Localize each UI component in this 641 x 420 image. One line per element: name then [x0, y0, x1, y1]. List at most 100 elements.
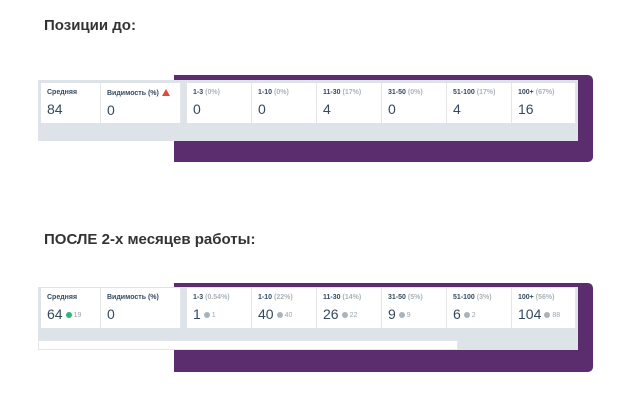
stat-value-row: 64 19 [47, 306, 100, 322]
stat-share: (67%) [535, 89, 555, 96]
stat-label-row: 51-100 (17%) [453, 89, 511, 96]
stat-label: 1-10 [258, 89, 273, 96]
stat-value-row: 0 [258, 101, 316, 117]
delta-value: 40 [284, 312, 293, 319]
stat-cell: 1-10 (0%) 0 [252, 83, 317, 123]
stat-label: 51-100 [453, 294, 475, 301]
stat-value: 9 [388, 306, 396, 322]
delta-icon [276, 312, 283, 318]
stat-value-row: 0 [107, 102, 180, 118]
stat-value-row: 4 [453, 101, 511, 117]
stat-delta: 22 [341, 312, 358, 319]
stat-label: 31-50 [388, 294, 406, 301]
stat-value-row: 40 40 [258, 306, 316, 322]
delta-icon [544, 312, 551, 318]
delta-value: 2 [471, 312, 476, 319]
stat-label: 11-30 [323, 294, 341, 301]
stat-label-row: Средняя [47, 294, 100, 301]
stat-label: 100+ [518, 89, 534, 96]
stat-label: 1-3 [193, 89, 204, 96]
stat-label-row: 1-10 (22%) [258, 294, 316, 301]
stat-label: 1-3 [193, 294, 204, 301]
stat-value: 0 [107, 306, 115, 322]
stat-cell: 31-50 (0%) 0 [382, 83, 447, 123]
stat-cell: 51-100 (17%) 4 [447, 83, 512, 123]
delta-icon [341, 312, 348, 318]
delta-value: 22 [349, 312, 358, 319]
stat-value-row: 84 [47, 101, 100, 117]
stat-label: Средняя [47, 89, 78, 96]
stat-value-row: 0 [388, 101, 446, 117]
stat-label-row: 100+ (67%) [518, 89, 575, 96]
stat-cell: Видимость (%) 0 [101, 288, 181, 328]
stat-value-row: 0 [193, 101, 251, 117]
stat-share: (0%) [205, 89, 220, 96]
delta-icon [65, 312, 72, 318]
stat-share: (22%) [274, 294, 293, 301]
section-title: ПОСЛЕ 2-х месяцев работы: [44, 231, 256, 248]
stat-value: 4 [323, 101, 331, 117]
stat-share: (5%) [407, 294, 423, 301]
stat-cell: Видимость (%) 0 [101, 83, 181, 123]
stat-label-row: 11-30 (14%) [323, 294, 381, 301]
delta-icon [203, 312, 210, 318]
stat-cell: 11-30 (17%) 4 [317, 83, 382, 123]
stat-cell: 11-30 (14%) 26 22 [317, 288, 382, 328]
stat-value: 4 [453, 101, 461, 117]
stat-label-row: 51-100 (3%) [453, 294, 511, 301]
stat-cell: 51-100 (3%) 6 2 [447, 288, 512, 328]
stat-label: 11-30 [323, 89, 341, 96]
stat-label: 100+ [518, 294, 534, 301]
section-title: Позиции до: [44, 17, 136, 34]
stat-value: 0 [107, 102, 115, 118]
stat-label-row: 1-3 (0.54%) [193, 294, 251, 301]
stat-value-row: 0 [107, 306, 180, 322]
stat-value: 0 [258, 101, 266, 117]
stat-share: (56%) [535, 294, 555, 301]
stat-share: (14%) [342, 294, 362, 301]
stat-label-row: Средняя [47, 89, 100, 96]
stat-label: Видимость (%) [107, 294, 159, 301]
stat-share: (0%) [407, 89, 423, 96]
stat-cell: 1-3 (0.54%) 1 1 [187, 288, 252, 328]
delta-value: 19 [73, 312, 82, 319]
stat-delta: 40 [276, 312, 293, 319]
stat-delta: 9 [398, 312, 411, 319]
stat-share: (17%) [342, 89, 362, 96]
stat-label-row: 1-10 (0%) [258, 89, 316, 96]
stat-value: 16 [518, 101, 534, 117]
stat-label-row: 11-30 (17%) [323, 89, 381, 96]
panel-strip [38, 340, 458, 350]
stat-label-row: 100+ (56%) [518, 294, 575, 301]
warning-icon [161, 89, 170, 96]
delta-value: 1 [211, 312, 216, 319]
stat-delta: 2 [463, 312, 476, 319]
stat-delta: 1 [203, 312, 216, 319]
stat-value: 104 [518, 306, 542, 322]
stat-label-row: 31-50 (0%) [388, 89, 446, 96]
stat-label-row: Видимость (%) [107, 89, 180, 97]
stat-value-row: 16 [518, 101, 575, 117]
stat-value: 40 [258, 306, 274, 322]
stat-share: (0.54%) [205, 294, 230, 301]
stat-label-row: 1-3 (0%) [193, 89, 251, 96]
stat-cell: 31-50 (5%) 9 9 [382, 288, 447, 328]
stat-label-row: 31-50 (5%) [388, 294, 446, 301]
stat-label: 51-100 [453, 89, 475, 96]
stat-delta: 19 [65, 312, 82, 319]
stat-value: 84 [47, 101, 63, 117]
delta-icon [398, 312, 405, 318]
stat-label-row: Видимость (%) [107, 294, 180, 301]
stat-label: Средняя [47, 294, 78, 301]
stat-share: (3%) [476, 294, 492, 301]
stat-cell: Средняя 64 19 [41, 288, 101, 328]
stat-value-row: 4 [323, 101, 381, 117]
delta-icon [463, 312, 470, 318]
delta-value: 88 [552, 312, 561, 319]
stat-label: 1-10 [258, 294, 273, 301]
stat-value-row: 26 22 [323, 306, 381, 322]
stat-label: Видимость (%) [107, 90, 159, 97]
